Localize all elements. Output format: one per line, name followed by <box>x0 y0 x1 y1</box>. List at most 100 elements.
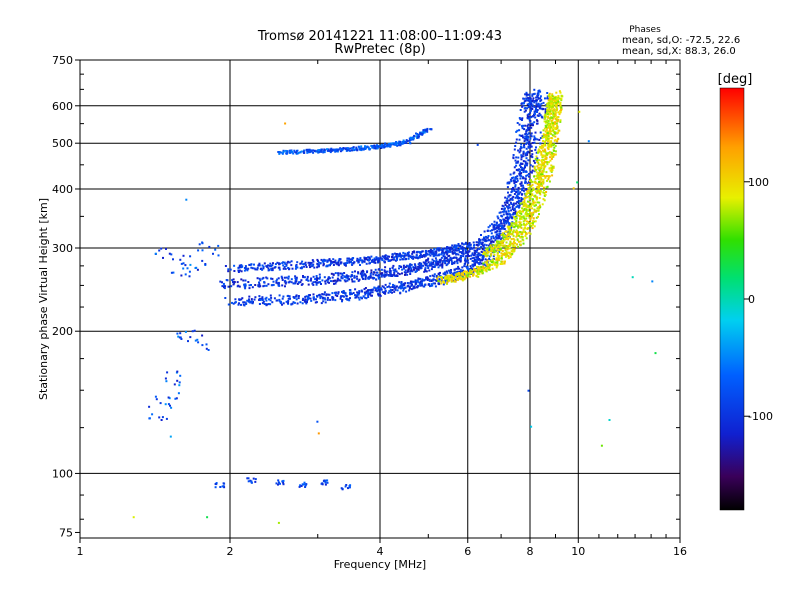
data-point <box>441 266 444 269</box>
data-point <box>525 210 528 213</box>
data-point <box>346 279 349 282</box>
data-point <box>543 174 546 177</box>
data-point <box>242 279 245 282</box>
data-point <box>512 176 515 179</box>
data-point <box>538 107 541 110</box>
data-point <box>370 294 373 297</box>
data-point <box>296 261 299 264</box>
data-point <box>522 184 524 187</box>
data-point <box>471 268 474 271</box>
data-point <box>393 142 396 145</box>
data-point <box>551 102 554 105</box>
data-point <box>320 148 323 151</box>
data-point <box>515 214 518 217</box>
data-point <box>222 282 225 285</box>
data-point <box>543 148 546 151</box>
data-point <box>651 280 654 283</box>
data-point <box>326 296 329 299</box>
data-point <box>284 285 286 288</box>
data-point <box>358 148 361 151</box>
data-point <box>474 270 477 273</box>
data-point <box>532 201 535 204</box>
data-point <box>531 193 534 196</box>
data-point <box>499 211 502 214</box>
data-point <box>526 117 529 120</box>
data-point <box>419 281 422 284</box>
data-point <box>374 274 377 277</box>
data-point <box>547 148 550 151</box>
data-point <box>266 303 269 306</box>
data-point <box>388 282 391 285</box>
data-point <box>469 244 472 247</box>
data-point <box>554 111 557 114</box>
data-point <box>553 143 556 146</box>
data-point <box>263 284 266 287</box>
data-point <box>191 330 194 333</box>
data-point <box>434 264 437 267</box>
data-point <box>554 121 557 124</box>
data-point <box>487 239 490 241</box>
data-point <box>538 201 541 204</box>
data-point <box>531 153 534 156</box>
data-point <box>457 244 460 247</box>
data-point <box>427 257 430 260</box>
data-point <box>492 237 495 240</box>
data-point <box>238 302 240 305</box>
data-point <box>525 220 528 223</box>
data-point <box>536 109 539 111</box>
data-point <box>348 299 351 302</box>
data-point <box>507 205 510 208</box>
data-point <box>526 206 529 209</box>
data-point <box>415 254 418 257</box>
data-point <box>481 272 484 275</box>
data-point <box>258 277 261 280</box>
data-point <box>484 250 487 253</box>
data-point <box>214 486 217 489</box>
data-point <box>525 94 528 97</box>
data-point <box>551 165 554 168</box>
data-point <box>529 211 531 214</box>
data-point <box>296 282 299 285</box>
data-point <box>539 183 542 186</box>
data-point <box>327 148 330 151</box>
data-point <box>406 273 409 276</box>
data-point <box>473 254 476 257</box>
data-point <box>524 164 526 167</box>
data-point <box>462 275 464 278</box>
data-point <box>518 151 521 154</box>
data-point <box>422 129 425 132</box>
data-point <box>528 223 531 226</box>
data-point <box>552 111 555 114</box>
data-point <box>303 265 305 268</box>
data-point <box>559 119 562 122</box>
data-point <box>437 262 440 265</box>
data-point <box>437 266 440 269</box>
data-point <box>441 247 444 250</box>
data-point <box>443 255 446 258</box>
data-point <box>364 275 367 277</box>
data-point <box>505 246 508 249</box>
data-point <box>334 292 337 295</box>
data-point <box>497 228 500 231</box>
data-point <box>394 268 397 271</box>
data-point <box>498 223 501 226</box>
data-point <box>483 243 486 246</box>
data-point <box>469 270 472 273</box>
data-point <box>467 250 470 253</box>
data-point <box>476 243 478 246</box>
data-point <box>549 132 552 135</box>
data-point <box>519 222 522 225</box>
data-point <box>282 267 285 270</box>
data-point <box>207 349 210 351</box>
data-point <box>351 280 354 283</box>
data-point <box>528 175 530 178</box>
data-point <box>411 137 414 140</box>
data-point <box>380 144 383 146</box>
data-point <box>467 270 470 273</box>
data-point <box>525 147 528 150</box>
data-point <box>467 268 470 271</box>
data-point <box>462 269 464 272</box>
data-point <box>265 284 268 287</box>
data-point <box>417 285 419 288</box>
data-point <box>423 285 426 288</box>
